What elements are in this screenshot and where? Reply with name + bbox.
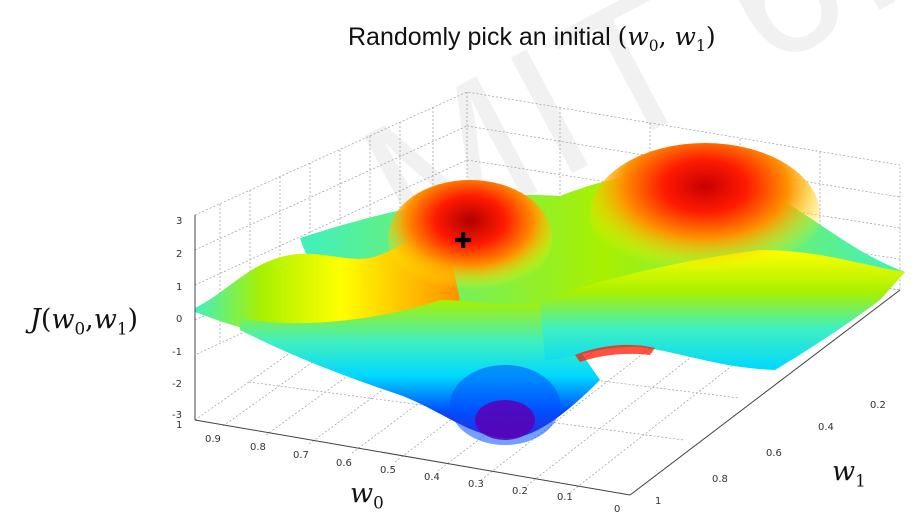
y-tick: 0.2 [870,400,886,411]
z-tick: 2 [176,249,182,260]
x-tick: 0.6 [336,458,352,469]
z-tick: -3 [172,410,182,421]
surface-peak-left [388,180,552,296]
z-tick: -2 [172,379,182,390]
surface-valley-bottom [475,400,535,440]
x-axis-ticks: 1 0.9 0.8 0.7 0.6 0.5 0.4 0.3 0.2 0.1 0 [176,420,620,515]
x-axis-label: w0 [350,478,384,513]
z-axis-ticks: 3 2 1 0 -1 -2 -3 [172,216,182,421]
x-tick: 0.8 [250,442,266,453]
y-axis-ticks: 0.2 0.4 0.6 0.8 1 [655,400,886,507]
title-math: (w0, w1) [617,22,716,55]
z-tick: 0 [176,314,182,325]
z-tick: 3 [176,216,182,227]
y-tick: 0.8 [712,474,728,485]
surface-underside [575,344,655,362]
x-tick: 0.7 [293,450,309,461]
y-tick: 0.6 [766,448,782,459]
z-tick: -1 [172,347,182,358]
z-tick: 1 [176,282,182,293]
title-text: Randomly pick an initial [348,23,618,51]
surface-right-slope [540,250,905,370]
slide-title: Randomly pick an initial (w0, w1) [348,22,716,55]
x-tick: 0.9 [205,434,221,445]
x-tick: 0.1 [557,492,573,503]
loss-surface [195,143,905,445]
y-axis-label: w1 [832,456,866,491]
y-tick: 0.4 [818,422,834,433]
x-tick: 0 [614,504,620,515]
x-tick: 0.5 [380,465,396,476]
surface-peak-right [590,143,820,287]
x-tick: 0.4 [424,472,440,483]
x-tick: 0.3 [468,479,484,490]
x-tick: 0.2 [512,486,528,497]
initial-point-marker: ✚ [454,229,472,254]
x-tick: 1 [176,420,182,431]
y-tick: 1 [655,496,661,507]
z-axis-label: J(w0,w1) [30,304,139,339]
front-axes [194,215,901,496]
